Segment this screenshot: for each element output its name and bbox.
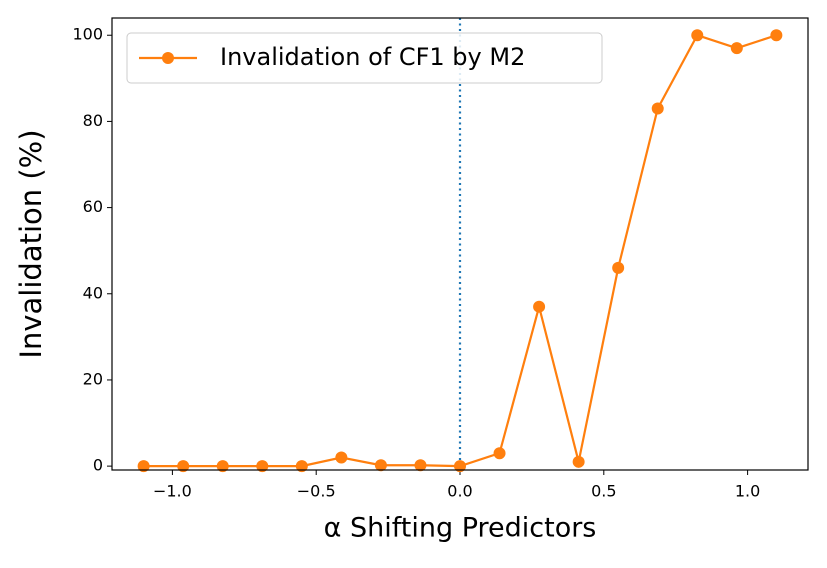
y-tick-label: 100 (72, 25, 103, 44)
data-point (533, 300, 546, 313)
legend-marker (162, 52, 174, 64)
y-tick-label: 80 (83, 111, 103, 130)
x-tick-label: −0.5 (297, 482, 336, 501)
y-tick-label: 40 (83, 283, 103, 302)
y-axis-label: Invalidation (%) (14, 129, 48, 358)
data-point (770, 29, 783, 42)
x-axis-label: α Shifting Predictors (324, 513, 597, 544)
data-point (612, 261, 625, 274)
data-point (374, 459, 387, 472)
legend-label: Invalidation of CF1 by M2 (220, 43, 525, 71)
data-point (454, 460, 466, 473)
x-tick-label: 1.0 (735, 482, 760, 501)
data-point (414, 459, 427, 472)
y-tick-label: 60 (83, 197, 103, 216)
data-point (572, 455, 585, 468)
data-point (335, 451, 348, 464)
y-tick-label: 20 (83, 369, 103, 388)
data-point (730, 42, 743, 55)
legend-box (126, 32, 603, 84)
x-tick-label: 0.0 (447, 482, 472, 501)
data-point (493, 447, 506, 460)
x-tick-label: 0.5 (591, 482, 616, 501)
data-point (177, 460, 190, 473)
y-tick-label: 0 (93, 456, 103, 475)
data-point (256, 460, 269, 473)
x-tick-label: −1.0 (153, 482, 192, 501)
data-point (216, 460, 229, 473)
data-point (691, 29, 704, 42)
data-point (295, 460, 308, 473)
data-point (137, 460, 150, 473)
plot-frame (111, 17, 809, 471)
data-point (651, 102, 664, 115)
